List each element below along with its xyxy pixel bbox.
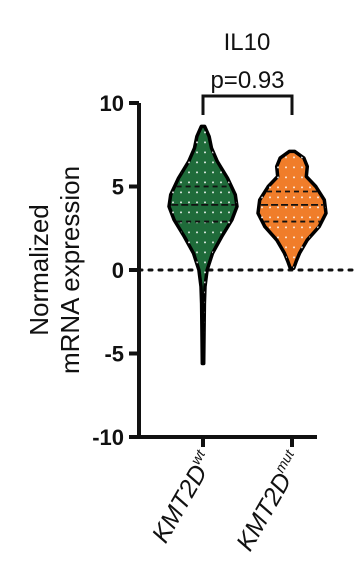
category-base: KMT2D <box>147 460 214 547</box>
y-axis: 10 5 0 -5 -10 <box>92 91 354 450</box>
y-tick-label: 5 <box>112 175 124 200</box>
p-value-label: p=0.93 <box>210 67 284 94</box>
y-tick-label: -10 <box>92 425 124 450</box>
x-category-label: KMT2Dmut <box>229 446 310 556</box>
chart-title: IL10 <box>224 29 271 56</box>
x-category-label: KMT2Dwt <box>145 446 221 547</box>
y-tick-label: 10 <box>100 91 124 116</box>
violins <box>167 124 328 366</box>
y-tick-label: -5 <box>104 342 124 367</box>
violin-body <box>167 124 239 366</box>
y-tick-label: 0 <box>112 258 124 283</box>
significance-bracket <box>201 94 294 115</box>
category-base: KMT2D <box>231 468 298 555</box>
y-axis-label-line1: Normalized <box>24 204 54 336</box>
significance-annotation: p=0.93 <box>201 67 294 115</box>
violin-KMT2Dwt <box>167 124 239 366</box>
violin-body <box>256 149 328 271</box>
violin-KMT2Dmut <box>256 149 328 271</box>
y-axis-label-line2: mRNA expression <box>55 166 85 374</box>
